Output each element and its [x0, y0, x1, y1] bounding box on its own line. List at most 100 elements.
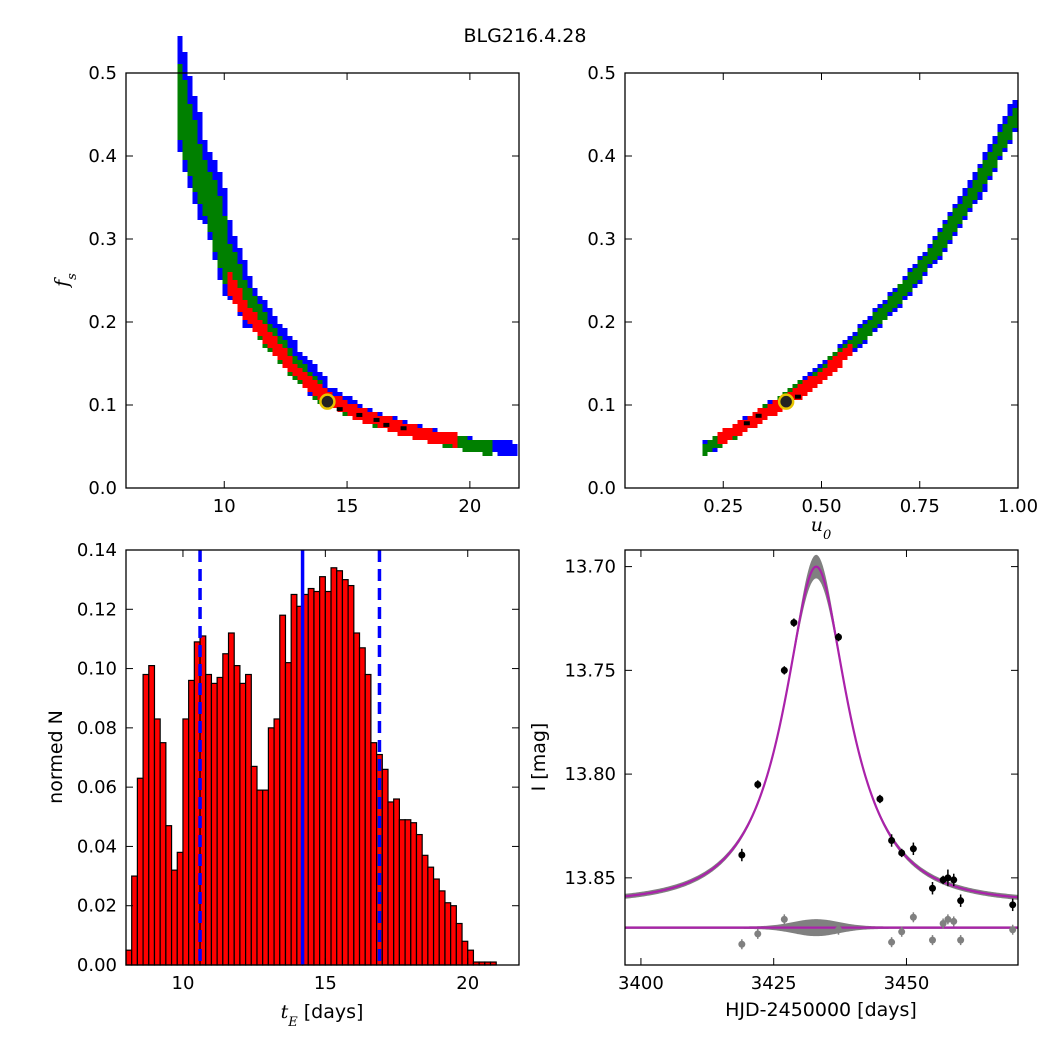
y-tick-label: 0.00: [77, 955, 117, 976]
heatmap-cell-inner: [442, 432, 448, 444]
data-point: [1009, 901, 1017, 909]
heatmap-cell-middle: [202, 160, 208, 216]
heatmap-cell-inner: [417, 428, 423, 440]
heatmap-cell-middle: [997, 132, 1003, 156]
figure-title: BLG216.4.28: [464, 25, 587, 47]
heatmap-cell-middle: [932, 240, 938, 260]
histogram-bar: [404, 819, 412, 966]
residual-point: [950, 917, 958, 925]
y-tick-label: 0.06: [77, 777, 117, 798]
histogram-bar: [313, 590, 321, 966]
heatmap-cell-inner: [227, 272, 233, 296]
heatmap-cell-middle: [242, 280, 248, 316]
histogram-bar: [381, 768, 389, 966]
heatmap-cell-middle: [712, 436, 718, 448]
y-tick-label: 0.02: [77, 896, 117, 917]
histogram-bar: [324, 590, 332, 966]
heatmap-cell-middle: [942, 224, 948, 248]
heatmap-cell-inner: [427, 428, 433, 444]
histogram-bar: [387, 801, 395, 966]
heatmap-cell-middle: [877, 308, 883, 324]
heatmap-cell-inner: [817, 372, 823, 384]
histogram-bar: [256, 789, 264, 966]
heatmap-cell-inner: [807, 376, 813, 392]
y-tick-label: 0.08: [77, 718, 117, 739]
heatmap-cell-best: [755, 413, 762, 418]
heatmap-cell-middle: [862, 324, 868, 340]
heatmap-cell-middle: [1002, 124, 1008, 148]
model-uncertainty-band: [625, 554, 1018, 900]
heatmap-cell-inner: [362, 408, 368, 424]
heatmap-cell-middle: [227, 244, 233, 288]
heatmap-cell-outer: [502, 440, 508, 456]
histogram-bar: [267, 727, 275, 966]
y-tick-label: 0.5: [88, 63, 117, 84]
histogram-bar: [393, 798, 400, 966]
heatmap-cell-best: [743, 421, 750, 426]
x-tick-label: 1.00: [998, 496, 1038, 517]
histogram-bar: [353, 632, 361, 966]
histogram-bar: [239, 682, 247, 966]
heatmap-cell-inner: [262, 324, 268, 344]
x-tick-label: 3425: [751, 973, 797, 994]
heatmap-cell-inner: [277, 344, 283, 360]
heatmap-cell-middle: [477, 440, 483, 452]
heatmap-cell-outer: [497, 440, 503, 456]
histogram-bar: [262, 789, 269, 966]
heatmap-cell-inner: [412, 424, 418, 440]
heatmap-cell-inner: [732, 424, 738, 436]
heatmap-cell-outer: [492, 440, 498, 452]
histogram-bar: [364, 673, 372, 966]
x-tick-label: 10: [172, 973, 195, 994]
histogram-bar: [210, 682, 218, 966]
y-tick-label: 0.4: [88, 146, 117, 167]
residual-point: [928, 936, 936, 944]
heatmap-cell-inner: [792, 388, 798, 400]
histogram-bar: [427, 866, 435, 966]
data-point: [780, 666, 788, 674]
axes-frame: [125, 72, 520, 489]
heatmap-cell-middle: [902, 280, 908, 296]
y-tick-label: 0.2: [587, 312, 616, 333]
histogram-bar: [421, 854, 429, 966]
histogram-bars: [125, 567, 497, 966]
heatmap-cell-middle: [867, 320, 873, 336]
y-tick-label: 0.10: [77, 659, 117, 680]
data-point: [928, 884, 936, 892]
histogram-bar: [450, 905, 457, 966]
x-axis-label: tE [days]: [281, 1001, 364, 1030]
histogram-bar: [159, 742, 167, 966]
heatmap-cells: [702, 100, 1018, 456]
heatmap-cell-outer: [507, 440, 513, 456]
y-tick-label: 0.04: [77, 836, 117, 857]
histogram-bar: [250, 765, 258, 966]
heatmap-cell-inner: [342, 400, 348, 412]
heatmap-cell-inner: [802, 380, 808, 396]
heatmap-cell-middle: [887, 296, 893, 312]
heatmap-cell-middle: [707, 440, 713, 452]
heatmap-cell-inner: [452, 432, 458, 448]
histogram-bar: [142, 673, 150, 966]
heatmap-cell-middle: [177, 64, 183, 140]
heatmap-cell-inner: [762, 408, 768, 420]
x-tick-label: 0.75: [900, 496, 940, 517]
heatmap-cell-inner: [847, 344, 853, 356]
heatmap-cell-middle: [927, 248, 933, 264]
heatmap-cell-best: [383, 422, 390, 427]
best-fit-marker: [777, 393, 795, 410]
residual-point: [754, 930, 762, 938]
heatmap-cell-middle: [1012, 108, 1018, 128]
residual-point: [939, 920, 947, 927]
data-point: [790, 619, 798, 627]
plot-area: [625, 554, 1018, 950]
heatmap-cell-middle: [472, 440, 478, 452]
heatmap-cell-best: [400, 426, 407, 431]
heatmap-cell-inner: [297, 368, 303, 380]
heatmap-cell-middle: [457, 436, 463, 448]
histogram-bar: [222, 653, 230, 966]
heatmap-cell-middle: [972, 180, 978, 200]
histogram-bar: [188, 679, 195, 966]
panel-te-histogram: 10 15 20 0.00 0.02 0.04 0.06 0.08 0.10 0.12 0.14 no…: [45, 540, 520, 1030]
axes-frame: [125, 549, 520, 966]
heatmap-cells: [177, 36, 518, 456]
